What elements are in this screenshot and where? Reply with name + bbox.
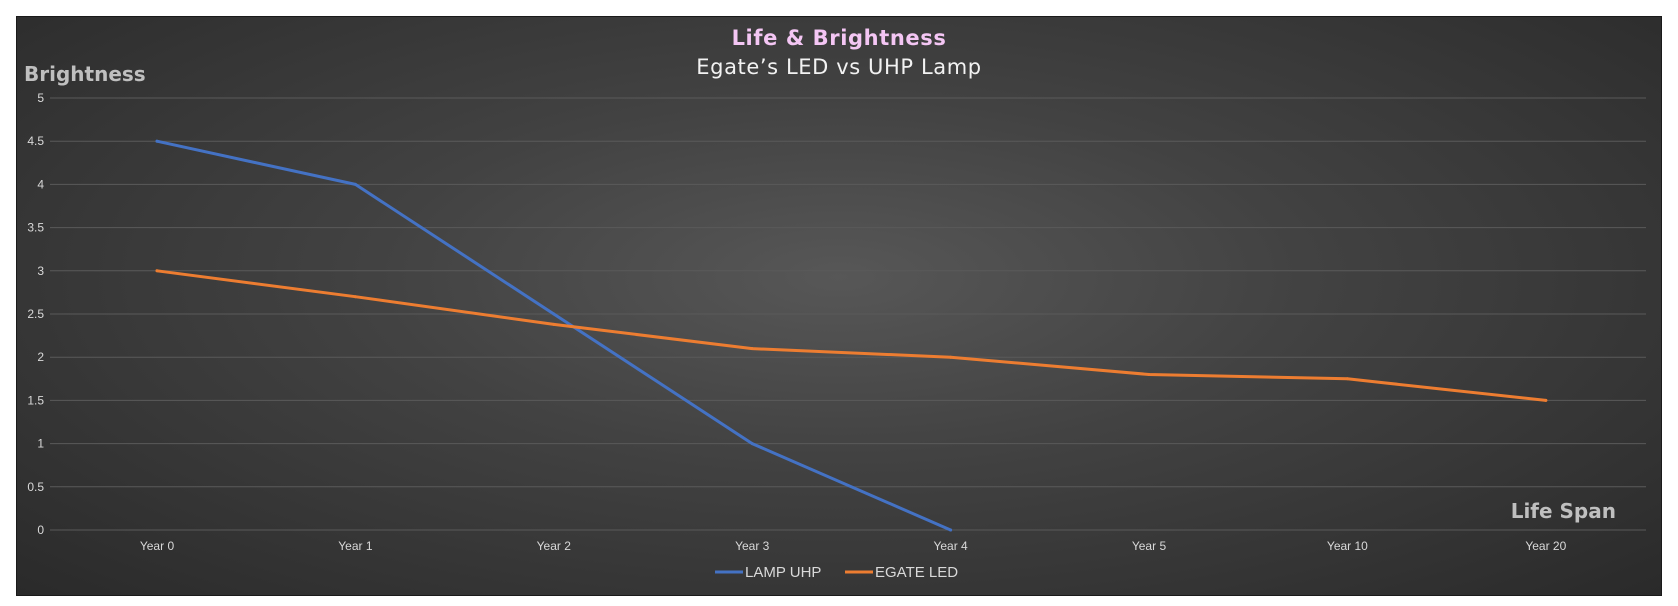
y-tick-label: 4	[37, 177, 44, 191]
y-tick-label: 0.5	[27, 480, 44, 494]
legend-item-egate-led: EGATE LED	[875, 564, 958, 581]
x-tick-label: Year 2	[537, 539, 572, 553]
y-tick-label: 1	[37, 437, 44, 451]
data-point	[552, 322, 556, 326]
data-point	[750, 347, 754, 351]
y-tick-label: 1.5	[27, 393, 44, 407]
y-tick-label: 5	[37, 91, 44, 105]
legend-item-lamp-uhp: LAMP UHP	[745, 564, 821, 581]
y-axis-label: Brightness	[24, 62, 146, 86]
chart-area	[16, 16, 1662, 596]
y-tick-label: 3	[37, 264, 44, 278]
y-tick-label: 0	[37, 523, 44, 537]
data-point	[353, 182, 357, 186]
y-tick-label: 2.5	[27, 307, 44, 321]
chart-title: Life & Brightness	[731, 26, 947, 50]
data-point	[155, 269, 159, 273]
y-tick-label: 3.5	[27, 221, 44, 235]
x-tick-label: Year 3	[735, 539, 770, 553]
y-tick-label: 2	[37, 350, 44, 364]
x-tick-label: Year 0	[140, 539, 175, 553]
chart-subtitle: Egate’s LED vs UHP Lamp	[696, 55, 982, 79]
series-line-egate-led	[155, 269, 1548, 402]
x-tick-label: Year 5	[1132, 539, 1167, 553]
x-axis-label: Life Span	[1510, 499, 1616, 523]
x-tick-label: Year 20	[1525, 539, 1566, 553]
y-tick-label: 4.5	[27, 134, 44, 148]
data-point	[1147, 372, 1151, 376]
series-line-lamp-uhp	[155, 139, 953, 532]
data-point	[353, 295, 357, 299]
data-point	[949, 528, 953, 532]
data-point	[949, 355, 953, 359]
data-point	[1544, 398, 1548, 402]
x-tick-label: Year 1	[338, 539, 373, 553]
x-tick-label: Year 4	[933, 539, 968, 553]
data-point	[155, 139, 159, 143]
data-point	[1345, 377, 1349, 381]
data-point	[552, 312, 556, 316]
x-tick-label: Year 10	[1327, 539, 1368, 553]
data-point	[750, 442, 754, 446]
